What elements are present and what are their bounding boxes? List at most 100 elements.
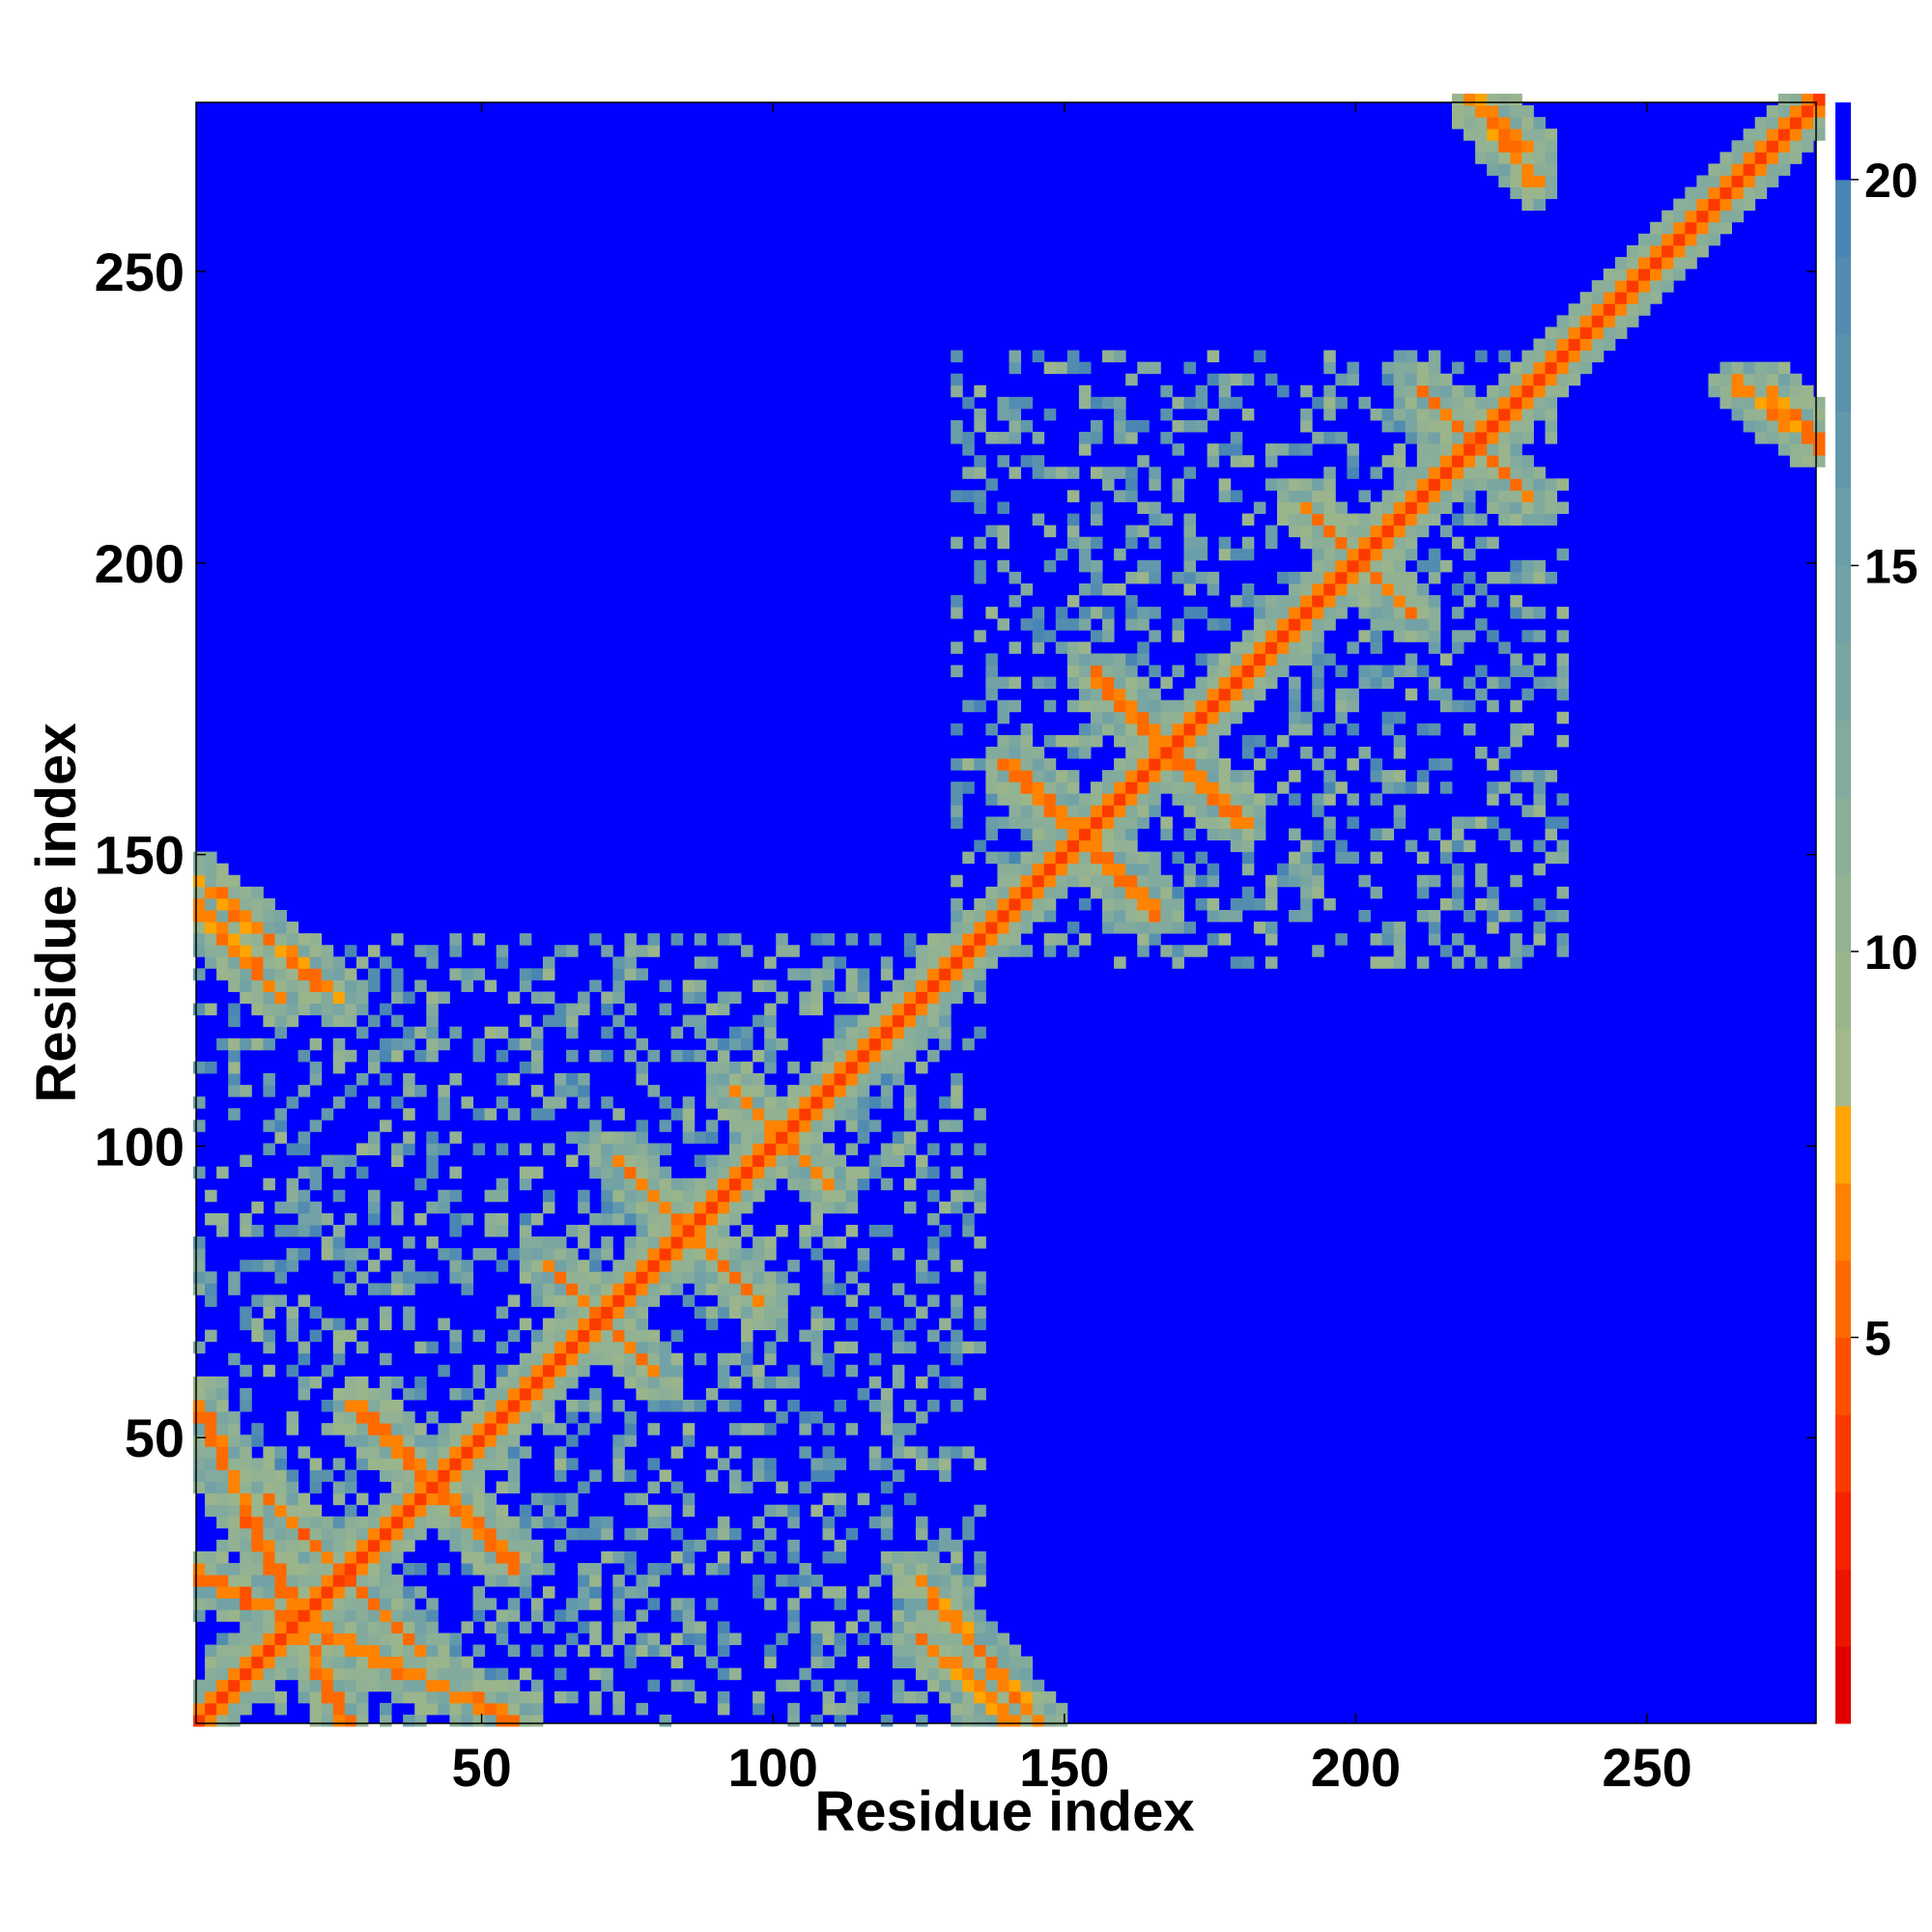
heatmap-cell xyxy=(391,1679,404,1692)
heatmap-cell xyxy=(1743,408,1756,421)
heatmap-cell xyxy=(1066,525,1080,538)
heatmap-cell xyxy=(892,1073,905,1086)
heatmap-cell xyxy=(1149,758,1161,771)
heatmap-cell xyxy=(1556,315,1570,327)
heatmap-cell xyxy=(1043,758,1057,771)
heatmap-cell xyxy=(1439,396,1453,410)
heatmap-cell xyxy=(1498,478,1511,491)
heatmap-cell xyxy=(997,922,1009,934)
heatmap-cell xyxy=(554,1423,567,1435)
heatmap-cell xyxy=(530,1598,544,1610)
heatmap-cell xyxy=(903,1318,917,1331)
heatmap-cell xyxy=(403,1609,415,1622)
heatmap-cell xyxy=(682,1423,696,1435)
heatmap-cell xyxy=(286,1329,299,1343)
heatmap-cell xyxy=(1754,140,1768,153)
heatmap-cell xyxy=(251,1667,264,1681)
heatmap-cell xyxy=(880,968,894,980)
y-tick-label: 100 xyxy=(95,1116,185,1177)
heatmap-cell xyxy=(496,1633,509,1645)
heatmap-cell xyxy=(764,1598,777,1610)
heatmap-cell xyxy=(251,1435,264,1447)
heatmap-cell xyxy=(589,1598,602,1610)
heatmap-cell xyxy=(403,1236,415,1249)
heatmap-cell xyxy=(426,1458,439,1470)
heatmap-cell xyxy=(1137,618,1150,631)
heatmap-cell xyxy=(1521,117,1534,129)
heatmap-cell xyxy=(216,1690,229,1704)
heatmap-cell xyxy=(1066,734,1080,748)
heatmap-cell xyxy=(519,1376,532,1389)
y-axis-label: Residue index xyxy=(25,723,88,1102)
heatmap-cell xyxy=(449,933,462,946)
heatmap-cell xyxy=(519,1014,532,1028)
heatmap-cell xyxy=(240,922,252,934)
heatmap-cell xyxy=(1218,758,1232,771)
heatmap-cell xyxy=(1114,909,1126,923)
heatmap-cell xyxy=(1393,467,1406,479)
heatmap-cell xyxy=(449,1026,462,1039)
heatmap-cell xyxy=(228,909,241,923)
heatmap-cell xyxy=(892,1644,905,1658)
heatmap-cell xyxy=(1370,595,1383,608)
heatmap-cell xyxy=(916,1306,928,1319)
heatmap-cell xyxy=(1777,384,1791,398)
heatmap-cell xyxy=(612,1446,625,1459)
heatmap-cell xyxy=(903,1014,917,1028)
heatmap-cell xyxy=(962,1224,975,1237)
heatmap-cell xyxy=(263,909,275,923)
heatmap-cell xyxy=(636,1492,648,1506)
heatmap-cell xyxy=(951,956,963,969)
heatmap-cell xyxy=(717,1516,730,1529)
heatmap-cell xyxy=(1090,501,1103,515)
heatmap-cell xyxy=(647,1633,661,1645)
heatmap-cell xyxy=(694,1306,707,1319)
heatmap-cell xyxy=(496,1224,509,1237)
heatmap-cell xyxy=(542,1376,555,1389)
heatmap-cell xyxy=(1451,641,1464,654)
heatmap-cell xyxy=(251,945,264,957)
heatmap-cell xyxy=(1253,618,1266,631)
heatmap-cell xyxy=(1347,467,1359,479)
heatmap-cell xyxy=(962,851,975,865)
heatmap-cell xyxy=(1521,607,1534,619)
heatmap-cell xyxy=(263,1014,275,1028)
heatmap-cell xyxy=(1439,781,1453,794)
heatmap-cell xyxy=(367,1550,381,1564)
heatmap-cell xyxy=(1335,559,1348,573)
heatmap-cell xyxy=(1032,1714,1045,1727)
heatmap-cell xyxy=(1090,571,1103,584)
heatmap-cell xyxy=(927,980,940,992)
heatmap-cell xyxy=(705,1212,719,1226)
heatmap-cell xyxy=(1626,280,1639,293)
heatmap-cell xyxy=(414,1679,427,1692)
heatmap-cell xyxy=(263,1492,275,1506)
heatmap-cell xyxy=(776,1679,788,1692)
heatmap-cell xyxy=(1078,653,1092,666)
heatmap-cell xyxy=(974,1633,986,1645)
heatmap-cell xyxy=(367,1096,381,1109)
heatmap-cell xyxy=(624,1423,637,1435)
heatmap-cell xyxy=(192,1575,206,1587)
heatmap-cell xyxy=(810,1189,823,1203)
heatmap-cell xyxy=(1207,582,1220,596)
heatmap-cell xyxy=(1766,175,1779,187)
heatmap-cell xyxy=(1114,582,1126,596)
heatmap-cell xyxy=(717,1621,730,1634)
heatmap-cell xyxy=(1195,781,1208,794)
heatmap-cell xyxy=(1207,863,1220,876)
heatmap-cell xyxy=(530,1702,544,1716)
heatmap-cell xyxy=(694,1154,707,1168)
heatmap-cell xyxy=(845,1318,859,1331)
heatmap-cell xyxy=(461,1667,474,1681)
heatmap-cell xyxy=(787,1178,800,1191)
heatmap-cell xyxy=(903,1294,917,1307)
heatmap-cell xyxy=(519,1178,532,1191)
heatmap-cell xyxy=(240,1224,252,1237)
heatmap-cell xyxy=(857,1283,870,1295)
heatmap-cell xyxy=(332,1096,346,1109)
heatmap-cell xyxy=(1777,163,1791,176)
heatmap-cell xyxy=(426,1341,439,1354)
